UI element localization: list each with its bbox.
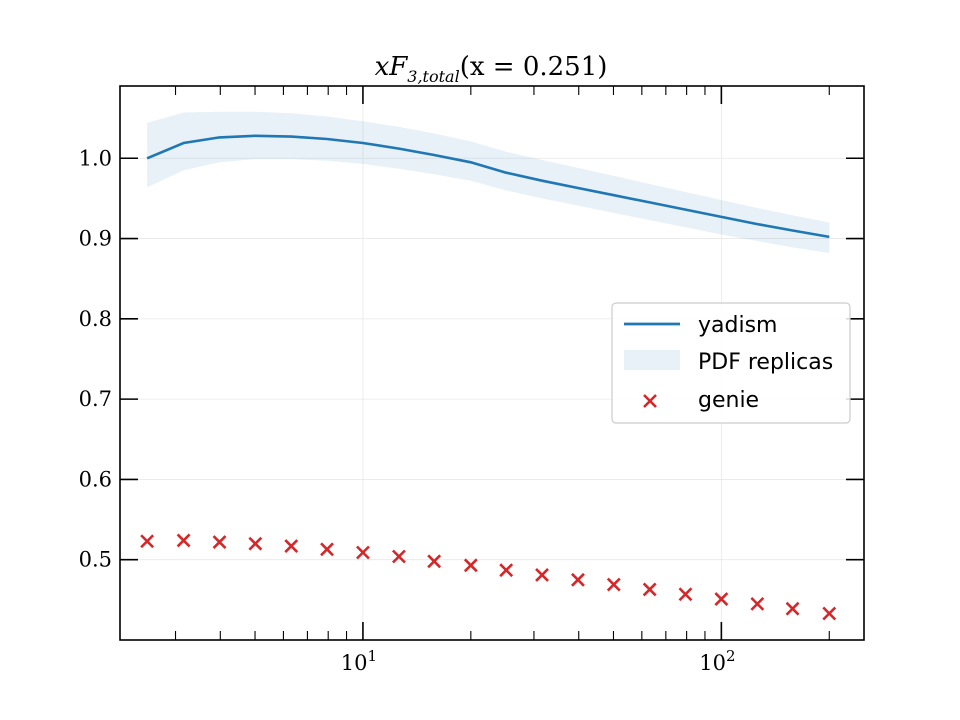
genie-point	[822, 606, 837, 621]
y-tick-label: 1.0	[79, 146, 112, 170]
genie-point	[427, 554, 442, 569]
axis-ticks	[120, 86, 864, 640]
legend-genie-label: genie	[698, 388, 759, 413]
genie-point	[750, 596, 765, 611]
genie-point	[391, 549, 406, 564]
pdf-replicas-band	[147, 111, 830, 253]
plot-frame	[119, 85, 865, 641]
y-tick-label: 0.5	[79, 548, 112, 572]
genie-point	[606, 577, 621, 592]
genie-point	[571, 572, 585, 587]
legend-genie-swatch	[643, 394, 657, 408]
genie-point	[785, 601, 800, 616]
chart-title: xF3,total(x = 0.251)	[375, 52, 608, 86]
x-tick-label: 102	[699, 647, 735, 675]
yadism-line	[146, 134, 830, 239]
genie-point	[284, 539, 299, 553]
y-tick-label: 0.8	[79, 307, 112, 331]
legend: yadism PDF replicas genie	[611, 302, 851, 424]
pdf-replicas-area	[147, 111, 830, 253]
genie-point	[140, 534, 155, 549]
genie-point	[535, 568, 549, 582]
yadism-line-group	[146, 134, 830, 239]
legend-box	[611, 302, 851, 424]
genie-point	[499, 563, 514, 578]
axis-tick-labels: 0.5 0.6 0.7 0.8 0.9 1.0 101 102	[79, 146, 736, 675]
genie-point	[212, 535, 227, 549]
genie-point	[642, 582, 657, 597]
genie-point	[678, 587, 693, 602]
y-tick-label: 0.6	[79, 467, 112, 491]
genie-point	[356, 545, 370, 560]
legend-pdf-replicas-swatch	[624, 350, 680, 370]
genie-point	[320, 542, 334, 557]
x-tick-label: 101	[341, 647, 377, 675]
legend-yadism-label: yadism	[698, 313, 777, 338]
legend-pdf-replicas-label: PDF replicas	[698, 350, 833, 375]
genie-point	[463, 558, 478, 573]
genie-point	[714, 592, 729, 606]
y-tick-label: 0.7	[79, 387, 112, 411]
genie-point	[248, 536, 263, 551]
y-tick-label: 0.9	[79, 227, 112, 251]
genie-markers	[140, 533, 837, 621]
genie-point	[176, 533, 191, 548]
